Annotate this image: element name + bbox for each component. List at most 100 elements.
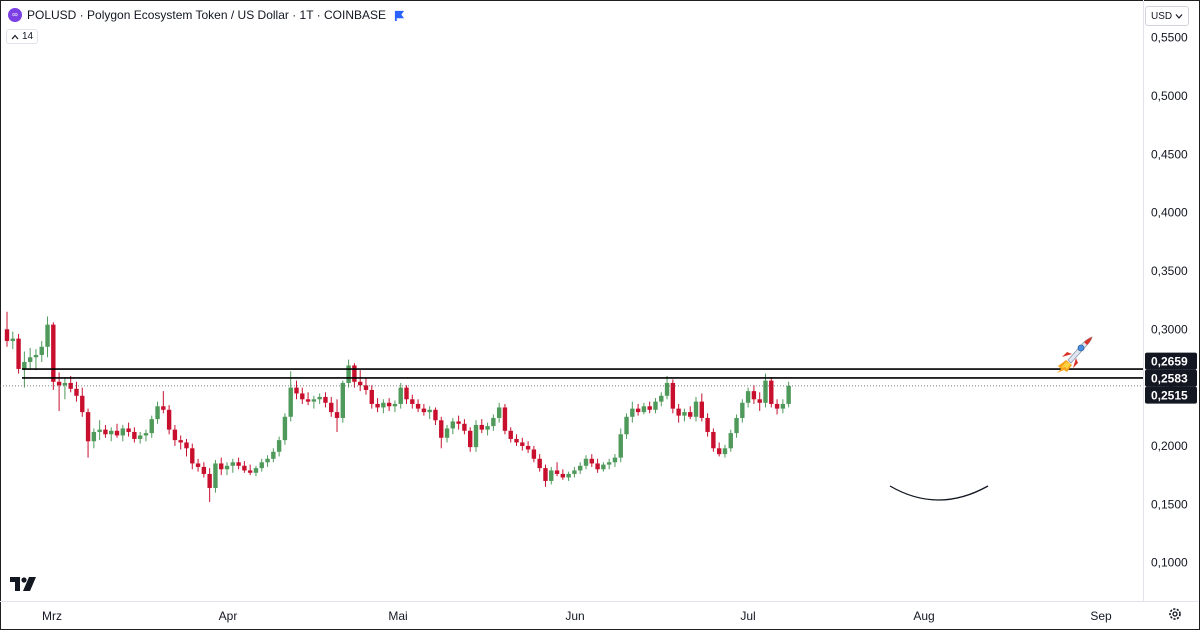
candle-body <box>774 403 780 409</box>
price-tick-label: 0,2000 <box>1151 439 1188 453</box>
candle-body <box>259 462 264 469</box>
candle-body <box>172 429 178 441</box>
time-axis[interactable]: Mrz Apr Mai Jun Jul Aug Sep <box>42 609 1112 623</box>
candle-body <box>647 406 652 410</box>
candle-body <box>641 406 647 413</box>
candle-body <box>415 403 421 409</box>
candle-body <box>722 448 728 455</box>
gear-icon[interactable] <box>1168 607 1182 621</box>
chevron-down-icon <box>1175 14 1183 19</box>
candle-body <box>219 463 224 470</box>
candle-body <box>520 442 525 446</box>
blue-flag-icon[interactable] <box>394 10 405 21</box>
candle-body <box>288 387 293 417</box>
candle-body <box>444 428 450 438</box>
candle-body <box>51 324 56 382</box>
price-axis[interactable]: 0,5500 0,5000 0,4500 0,4000 0,3500 0,3000 0,25… <box>1151 31 1188 570</box>
candle-body <box>780 403 786 409</box>
candle-body <box>525 445 531 450</box>
tradingview-logo-icon[interactable] <box>10 577 36 591</box>
candle-body <box>39 346 44 355</box>
candle-body <box>33 354 39 358</box>
candle-body <box>190 448 195 464</box>
candle-body <box>195 463 201 467</box>
candle-body <box>16 338 21 369</box>
rounded-bottom-arc <box>889 485 989 501</box>
candle-body <box>554 470 560 474</box>
candle-body <box>236 462 241 466</box>
candle-body <box>450 421 456 429</box>
candle-body <box>253 468 259 473</box>
candle-body <box>635 408 641 413</box>
candle-body <box>10 338 15 341</box>
candle-body <box>786 385 791 404</box>
candle-body <box>91 431 97 442</box>
candle-body <box>392 403 398 407</box>
candle-body <box>375 403 380 408</box>
candle-body <box>184 442 189 449</box>
candle-body <box>22 361 27 369</box>
candle-body <box>439 420 444 438</box>
candle-body <box>68 382 73 389</box>
candle-body <box>45 324 50 347</box>
candle-body <box>502 407 508 431</box>
candle-body <box>485 426 490 430</box>
time-tick-label: Mai <box>388 609 407 623</box>
candle-body <box>276 440 282 452</box>
candle-body <box>213 463 218 488</box>
candle-body <box>103 429 108 435</box>
price-tick-label: 0,4000 <box>1151 206 1188 220</box>
price-tick-label: 0,5500 <box>1151 31 1188 45</box>
candle-body <box>566 473 571 478</box>
price-tick-label: 0,3500 <box>1151 264 1188 278</box>
candle-body <box>595 463 600 470</box>
candle-body <box>531 449 537 459</box>
candle-body <box>317 396 322 400</box>
candle-body <box>601 464 606 470</box>
candle-body <box>693 401 699 417</box>
candle-body <box>224 465 230 470</box>
candle-body <box>300 393 305 400</box>
candle-body <box>427 409 432 413</box>
candle-body <box>311 399 317 402</box>
indicator-badge[interactable]: 14 <box>6 29 39 44</box>
candle-body <box>624 416 629 435</box>
candle-body <box>751 391 757 400</box>
candle-body <box>514 438 519 443</box>
candle-body <box>74 388 79 396</box>
candle-body <box>659 395 664 402</box>
time-tick-label: Mrz <box>42 609 62 623</box>
candle-body <box>676 408 681 416</box>
candle-body <box>386 402 392 407</box>
currency-dropdown[interactable]: USD <box>1145 6 1189 26</box>
candle-body <box>85 412 91 442</box>
candle-body <box>549 470 554 481</box>
candle-body <box>583 458 589 466</box>
candle-body <box>329 402 334 413</box>
candle-body <box>560 473 566 478</box>
candle-body <box>201 466 207 474</box>
candle-body <box>334 412 340 418</box>
candle-body <box>630 408 635 417</box>
candle-body <box>491 417 496 427</box>
candle-body <box>473 424 479 448</box>
candle-body <box>653 401 658 410</box>
candle-body <box>496 407 502 418</box>
candle-body <box>109 430 114 435</box>
price-tag <box>1145 352 1197 370</box>
candle-body <box>305 399 311 402</box>
candle-body <box>149 419 154 434</box>
candle-body <box>207 473 212 488</box>
time-tick-label: Jun <box>565 609 584 623</box>
candle-body <box>132 431 137 439</box>
candle-body <box>398 387 403 404</box>
candle-body <box>352 365 357 382</box>
chart-title[interactable]: POLUSD · Polygon Ecosystem Token / US Do… <box>27 8 387 22</box>
candle-body <box>340 382 346 418</box>
candle-body <box>242 465 247 471</box>
price-tag <box>1145 369 1197 387</box>
candle-body <box>161 406 166 410</box>
candle-body <box>543 468 548 481</box>
candle-body <box>734 417 739 434</box>
